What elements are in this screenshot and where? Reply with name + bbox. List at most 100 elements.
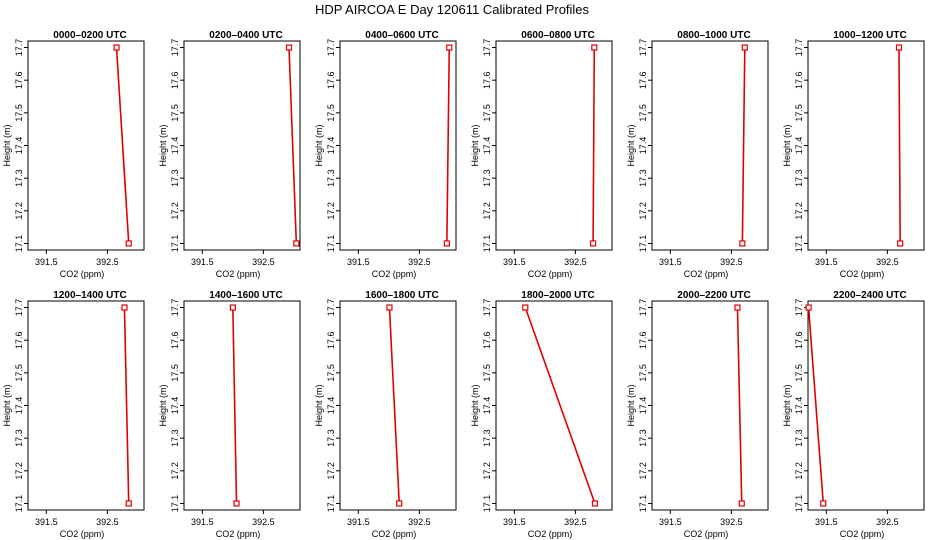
data-point-marker xyxy=(446,44,453,51)
data-point-marker xyxy=(121,304,128,311)
y-tick-label: 17.2 xyxy=(482,462,492,480)
profile-line xyxy=(524,307,596,504)
x-tick-label: 391.5 xyxy=(191,257,214,267)
y-tick-label: 17.5 xyxy=(638,364,648,382)
data-point-marker xyxy=(734,304,741,311)
x-axis-label: CO2 (ppm) xyxy=(528,529,573,539)
panel-title: 0400–0600 UTC xyxy=(365,30,438,41)
x-tick-label: 391.5 xyxy=(659,257,682,267)
x-tick-label: 392.5 xyxy=(96,257,119,267)
y-tick-label: 17.1 xyxy=(794,235,804,253)
y-tick-label: 17.6 xyxy=(482,331,492,349)
y-tick-label: 17.6 xyxy=(638,71,648,89)
y-tick-label: 17.3 xyxy=(14,429,24,447)
y-tick-label: 17.4 xyxy=(14,397,24,415)
data-point-marker xyxy=(897,240,904,247)
y-tick-label: 17.6 xyxy=(14,71,24,89)
y-tick-label: 17.5 xyxy=(170,364,180,382)
panel-title: 1400–1600 UTC xyxy=(209,290,282,301)
y-tick-label: 17.7 xyxy=(794,299,804,317)
data-point-marker xyxy=(895,44,903,51)
y-tick-label: 17.4 xyxy=(482,137,492,155)
panel-title: 1200–1400 UTC xyxy=(53,290,126,301)
panel-title: 2000–2200 UTC xyxy=(677,290,750,301)
y-tick-label: 17.2 xyxy=(638,462,648,480)
y-axis-label: Height (m) xyxy=(2,124,12,166)
y-tick-label: 17.5 xyxy=(794,364,804,382)
profile-line xyxy=(388,307,401,504)
y-tick-label: 17.1 xyxy=(170,235,180,253)
data-point-marker xyxy=(125,500,132,507)
data-point-marker xyxy=(113,44,120,51)
y-tick-label: 17.5 xyxy=(170,104,180,122)
x-axis-label: CO2 (ppm) xyxy=(684,529,729,539)
panel-title: 1800–2000 UTC xyxy=(521,290,594,301)
y-tick-label: 17.5 xyxy=(326,104,336,122)
data-point-marker xyxy=(386,304,393,311)
y-tick-label: 17.7 xyxy=(482,299,492,317)
x-tick-label: 392.5 xyxy=(720,517,743,527)
y-tick-label: 17.3 xyxy=(794,429,804,447)
y-tick-label: 17.3 xyxy=(14,169,24,187)
y-tick-label: 17.5 xyxy=(326,364,336,382)
data-point-marker xyxy=(125,240,132,247)
y-tick-label: 17.5 xyxy=(14,364,24,382)
y-tick-label: 17.7 xyxy=(638,39,648,57)
data-point-marker xyxy=(229,304,236,311)
y-tick-label: 17.3 xyxy=(482,169,492,187)
plot-frame xyxy=(339,40,457,251)
y-axis-label: Height (m) xyxy=(782,124,792,166)
profile-line xyxy=(898,47,901,244)
y-tick-label: 17.1 xyxy=(638,235,648,253)
panel-title: 1600–1800 UTC xyxy=(365,290,438,301)
y-tick-label: 17.4 xyxy=(170,397,180,415)
y-tick-label: 17.4 xyxy=(794,397,804,415)
y-axis-label: Height (m) xyxy=(314,124,324,166)
x-tick-label: 391.5 xyxy=(815,517,838,527)
y-tick-label: 17.5 xyxy=(14,104,24,122)
figure-title: HDP AIRCOA E Day 120611 Calibrated Profi… xyxy=(315,2,590,17)
y-tick-label: 17.5 xyxy=(794,104,804,122)
x-tick-label: 392.5 xyxy=(252,517,275,527)
x-axis-label: CO2 (ppm) xyxy=(216,529,261,539)
y-axis-label: Height (m) xyxy=(158,384,168,426)
y-axis-label: Height (m) xyxy=(782,384,792,426)
x-tick-label: 392.5 xyxy=(876,517,899,527)
y-tick-label: 17.3 xyxy=(794,169,804,187)
y-tick-label: 17.5 xyxy=(482,364,492,382)
plot-frame xyxy=(183,300,301,511)
y-tick-label: 17.1 xyxy=(14,235,24,253)
x-tick-label: 391.5 xyxy=(659,517,682,527)
y-tick-label: 17.6 xyxy=(638,331,648,349)
data-point-marker xyxy=(396,500,403,507)
panel-title: 2200–2400 UTC xyxy=(833,290,906,301)
y-tick-label: 17.5 xyxy=(638,104,648,122)
y-tick-label: 17.2 xyxy=(170,202,180,220)
y-axis-label: Height (m) xyxy=(626,384,636,426)
y-axis-label: Height (m) xyxy=(314,384,324,426)
y-tick-label: 17.2 xyxy=(482,202,492,220)
y-tick-label: 17.7 xyxy=(14,39,24,57)
plot-frame xyxy=(807,300,925,511)
profile-line xyxy=(736,307,743,504)
profile-line xyxy=(592,47,596,244)
y-tick-label: 17.4 xyxy=(794,137,804,155)
y-tick-label: 17.7 xyxy=(482,39,492,57)
x-axis-label: CO2 (ppm) xyxy=(60,529,105,539)
profile-line xyxy=(807,307,825,504)
data-point-marker xyxy=(293,240,300,247)
x-axis-label: CO2 (ppm) xyxy=(216,269,261,279)
y-tick-label: 17.2 xyxy=(14,202,24,220)
y-tick-label: 17.2 xyxy=(14,462,24,480)
y-tick-label: 17.3 xyxy=(170,429,180,447)
y-tick-label: 17.7 xyxy=(170,39,180,57)
y-tick-label: 17.2 xyxy=(170,462,180,480)
x-tick-label: 392.5 xyxy=(720,257,743,267)
data-point-marker xyxy=(285,44,293,51)
plot-frame xyxy=(807,40,925,251)
data-point-marker xyxy=(589,240,597,247)
y-tick-label: 17.4 xyxy=(326,397,336,415)
y-tick-label: 17.2 xyxy=(794,202,804,220)
x-axis-label: CO2 (ppm) xyxy=(840,269,885,279)
y-tick-label: 17.3 xyxy=(482,429,492,447)
